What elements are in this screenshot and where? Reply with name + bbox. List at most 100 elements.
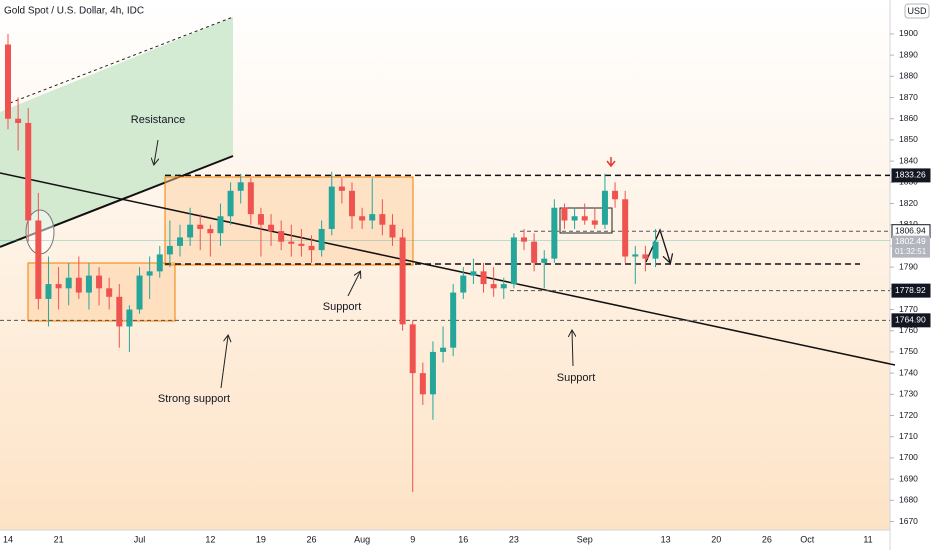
candle-body <box>106 288 113 297</box>
red-arrow <box>606 157 616 168</box>
x-tick-label: 11 <box>863 534 872 544</box>
candle-body <box>126 309 133 327</box>
y-tick-label: 1670 <box>899 516 918 526</box>
candle-body <box>369 214 376 221</box>
currency: USD <box>907 6 927 16</box>
y-tick-label: 1900 <box>899 28 918 38</box>
arrow <box>220 336 228 389</box>
annotation: Support <box>323 301 362 313</box>
candle-body <box>551 207 558 259</box>
candle-body <box>581 216 588 221</box>
candle-body <box>480 271 487 285</box>
countdown: 01:32:51 <box>895 247 927 256</box>
candle-body <box>349 190 355 217</box>
candle-body <box>470 271 477 276</box>
candle-body <box>207 228 214 234</box>
y-tick-label: 1850 <box>899 134 918 144</box>
trend-line <box>0 172 896 366</box>
candle-body <box>268 224 275 232</box>
last-price-label: 1802.49 <box>895 236 926 246</box>
y-tick-label: 1810 <box>899 219 918 229</box>
candle-body <box>85 275 92 293</box>
channel <box>0 17 233 247</box>
x-tick-label: Jul <box>134 534 146 544</box>
candle-body <box>379 214 386 225</box>
range-box <box>164 176 414 266</box>
candle-body <box>632 254 639 257</box>
candle-body <box>227 190 234 217</box>
price-tag <box>891 313 931 328</box>
currency-badge <box>904 3 930 19</box>
y-tick-label: 1870 <box>899 92 918 102</box>
consolidation-box <box>559 207 613 234</box>
candle-body <box>278 231 285 242</box>
candle-body <box>35 220 42 299</box>
candle-body <box>500 284 507 289</box>
price-tag <box>891 168 931 183</box>
x-tick-label: 26 <box>762 534 772 544</box>
candle-body <box>237 182 244 191</box>
candle-body <box>521 237 527 242</box>
candle-body <box>338 186 345 191</box>
candle-body <box>601 190 608 225</box>
projection-arrow <box>645 228 670 262</box>
y-tick-label: 1860 <box>899 113 918 123</box>
candle-body <box>561 207 568 221</box>
candle-body <box>440 347 447 352</box>
x-tick-label: 9 <box>410 534 415 544</box>
x-tick-label: Sep <box>577 534 593 544</box>
y-tick-label: 1790 <box>899 261 918 271</box>
candle-body <box>328 186 335 229</box>
annotation: Resistance <box>131 114 185 126</box>
price-axis-bg <box>890 0 932 550</box>
candle-body <box>298 243 305 246</box>
candle-body <box>156 254 163 272</box>
candle-body <box>531 241 538 263</box>
candle-body <box>419 373 426 395</box>
candle-body <box>116 296 123 327</box>
arrow <box>154 139 158 164</box>
candle-body <box>247 182 254 215</box>
candle-body <box>450 292 457 348</box>
x-tick-label: 13 <box>661 534 671 544</box>
candle-body <box>15 118 22 123</box>
candle-body <box>288 241 295 244</box>
candle-body <box>409 324 416 374</box>
candle-body <box>460 275 467 293</box>
y-tick-label: 1890 <box>899 49 918 59</box>
channel-top <box>9 16 234 104</box>
y-tick-label: 1760 <box>899 325 918 335</box>
x-tick-label: 14 <box>3 534 13 544</box>
y-tick-label: 1820 <box>899 198 918 208</box>
candle-body <box>490 284 497 289</box>
y-tick-label: 1840 <box>899 155 918 165</box>
candle-body <box>622 199 629 257</box>
time-axis-bg <box>0 530 890 550</box>
candle-body <box>257 214 264 225</box>
price-tag-label: 1778.92 <box>895 285 926 295</box>
candle-body <box>642 254 649 259</box>
last-price-tag <box>892 235 930 258</box>
y-tick-label: 1680 <box>899 495 918 505</box>
candle-body <box>197 224 204 229</box>
x-tick-label: Aug <box>354 534 370 544</box>
candle-body <box>541 258 548 263</box>
annotation: Support <box>557 372 596 384</box>
price-tag-label: 1806.94 <box>895 225 926 235</box>
annotation: Strong support <box>158 393 230 405</box>
candle-body <box>571 216 578 221</box>
arrow <box>572 331 573 367</box>
candle-body <box>146 271 153 276</box>
price-tag <box>891 283 931 298</box>
y-tick-label: 1710 <box>899 431 918 441</box>
x-tick-label: 12 <box>205 534 215 544</box>
y-tick-label: 1690 <box>899 473 918 483</box>
candle-body <box>45 284 52 299</box>
candle-body <box>136 275 143 310</box>
candle-body <box>75 277 82 293</box>
candle-body <box>399 237 406 325</box>
candle-body <box>5 44 11 119</box>
price-tag-label: 1833.26 <box>895 170 926 180</box>
candle-body <box>389 224 396 238</box>
x-tick-label: Oct <box>800 534 815 544</box>
